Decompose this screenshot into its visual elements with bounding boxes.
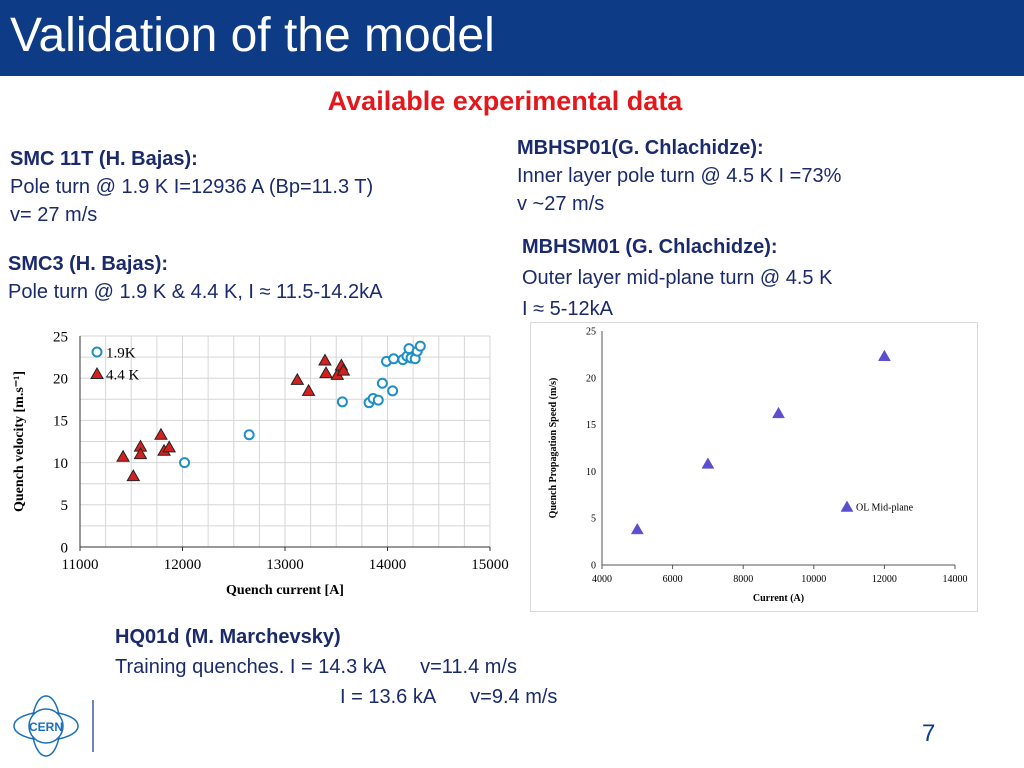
- triangle-point: [877, 349, 891, 362]
- triangle-point: [301, 383, 316, 396]
- legend-marker: [840, 500, 854, 512]
- y-tick-label: 10: [586, 467, 596, 478]
- x-tick-label: 14000: [943, 574, 968, 585]
- y-tick-label: 25: [586, 327, 596, 338]
- hq01d-line2: I = 13.6 kA v=9.4 m/s: [115, 682, 557, 712]
- x-tick-label: 4000: [592, 574, 612, 585]
- page-number: 7: [922, 720, 936, 747]
- x-tick-label: 8000: [733, 574, 753, 585]
- circle-point: [376, 377, 388, 389]
- y-tick-label: 20: [586, 373, 596, 384]
- mbhsp01-line2: v ~27 m/s: [517, 193, 605, 215]
- title-bar: Validation of the model: [0, 0, 1024, 76]
- hq01d-line1: Training quenches. I = 14.3 kA v=11.4 m/s: [115, 652, 557, 682]
- x-tick-label: 11000: [62, 557, 99, 573]
- smc11t-heading: SMC 11T (H. Bajas):: [10, 148, 198, 170]
- y-axis-label: Quench velocity [m.s⁻¹]: [12, 371, 27, 512]
- triangle-point: [772, 406, 785, 419]
- legend-marker: [90, 366, 104, 379]
- legend-marker: [91, 346, 103, 358]
- x-tick-label: 10000: [801, 574, 826, 585]
- smc11t-block: SMC 11T (H. Bajas): Pole turn @ 1.9 K I=…: [10, 145, 373, 229]
- x-axis-label: Quench current [A]: [226, 583, 344, 598]
- circle-point: [387, 385, 399, 397]
- y-tick-label: 10: [53, 456, 68, 472]
- circle-point: [179, 457, 191, 469]
- circle-point: [336, 396, 348, 408]
- hq01d-line2-current: I = 13.6 kA: [340, 686, 437, 708]
- smc11t-line1: Pole turn @ 1.9 K I=12936 A (Bp=11.3 T): [10, 176, 374, 198]
- chart-frame: [530, 322, 978, 612]
- triangle-point: [701, 457, 715, 469]
- x-axis-label: Current (A): [753, 593, 804, 604]
- y-tick-label: 20: [53, 371, 68, 387]
- smc3-block: SMC3 (H. Bajas): Pole turn @ 1.9 K & 4.4…: [8, 250, 382, 306]
- x-tick-label: 6000: [663, 574, 683, 585]
- y-tick-label: 25: [53, 329, 68, 345]
- mbhsp01-heading: MBHSP01(G. Chlachidze):: [517, 137, 764, 159]
- mbhsm01-line1: Outer layer mid-plane turn @ 4.5 K: [522, 267, 833, 289]
- cern-logo-text: CERN: [29, 720, 63, 734]
- triangle-point: [319, 366, 333, 379]
- circle-point: [388, 353, 400, 365]
- hq01d-line1-velocity: v=11.4 m/s: [420, 656, 517, 678]
- slide-title: Validation of the model: [10, 9, 495, 62]
- smc3-heading: SMC3 (H. Bajas):: [8, 253, 169, 275]
- triangle-point: [162, 440, 177, 453]
- smc3-line1: Pole turn @ 1.9 K & 4.4 K, I ≈ 11.5-14.2…: [8, 281, 383, 303]
- slide-subtitle: Available experimental data: [327, 86, 683, 116]
- circle-point: [243, 429, 255, 441]
- y-tick-label: 5: [61, 498, 69, 514]
- cern-logo: CERN: [13, 695, 79, 757]
- mbhsm01-block: MBHSM01 (G. Chlachidze): Outer layer mid…: [522, 232, 832, 325]
- x-tick-label: 15000: [471, 557, 509, 573]
- logo-divider: [92, 700, 94, 752]
- legend-label: 1.9K: [106, 345, 136, 361]
- mbhsp01-block: MBHSP01(G. Chlachidze): Inner layer pole…: [517, 134, 841, 218]
- circle-point: [414, 340, 426, 352]
- mbhsp01-line1: Inner layer pole turn @ 4.5 K I =73%: [517, 165, 842, 187]
- triangle-point: [336, 363, 351, 376]
- hq01d-line1-current: Training quenches. I = 14.3 kA: [115, 656, 387, 678]
- mbhsm01-heading: MBHSM01 (G. Chlachidze):: [522, 236, 778, 258]
- triangle-point: [126, 469, 141, 482]
- legend-label: OL Mid-plane: [856, 503, 914, 514]
- triangle-point: [133, 447, 148, 460]
- x-tick-label: 13000: [266, 557, 304, 573]
- x-tick-label: 12000: [872, 574, 897, 585]
- y-tick-label: 15: [586, 420, 596, 431]
- mbhsm01-line2: I ≈ 5-12kA: [522, 298, 614, 320]
- circle-point: [372, 394, 384, 406]
- x-tick-label: 14000: [369, 557, 407, 573]
- triangle-point: [154, 427, 168, 440]
- y-axis-label: Quench Propagation Speed (m/s): [548, 378, 559, 519]
- quench-propagation-chart: 4000 6000 8000 10000 12000 14000 0 5 10 15 20 25 Cur…: [530, 322, 978, 612]
- x-tick-label: 12000: [164, 557, 202, 573]
- triangle-point: [318, 353, 332, 366]
- y-tick-label: 15: [53, 414, 68, 430]
- hq01d-block: HQ01d (M. Marchevsky) Training quenches.…: [115, 622, 557, 712]
- y-tick-label: 0: [61, 540, 69, 556]
- legend-label: 4.4 K: [106, 367, 140, 383]
- hq01d-line2-velocity: v=9.4 m/s: [470, 686, 558, 708]
- quench-velocity-chart: 11000 12000 13000 14000 15000 0 5 10 15 20 25 Quenc…: [12, 329, 509, 598]
- triangle-point: [116, 449, 130, 462]
- y-tick-label: 0: [591, 561, 596, 572]
- y-tick-label: 5: [591, 514, 596, 525]
- triangle-point: [290, 372, 305, 385]
- hq01d-heading: HQ01d (M. Marchevsky): [115, 626, 341, 648]
- triangle-point: [630, 522, 644, 535]
- smc11t-line2: v= 27 m/s: [10, 204, 98, 226]
